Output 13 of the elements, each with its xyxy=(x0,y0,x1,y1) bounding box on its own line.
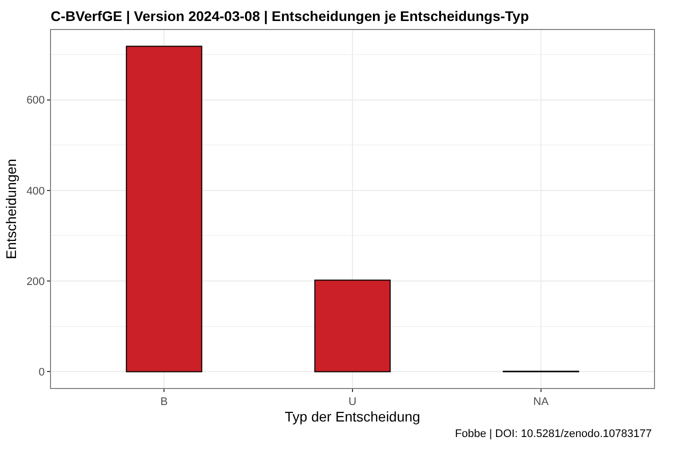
y-tick-label: 200 xyxy=(26,276,45,288)
chart-title: C-BVerfGE | Version 2024-03-08 | Entscheidungen je Entscheidungs-Typ xyxy=(50,8,529,26)
y-tick-label: 0 xyxy=(38,366,45,379)
x-tick-label: B xyxy=(160,396,168,408)
text: Fobbe | DOI: 10.5281/zenodo.10783177 xyxy=(455,428,652,440)
bar xyxy=(126,46,202,372)
x-axis-title: Typ der Entscheidung xyxy=(284,408,420,424)
bar xyxy=(314,280,391,372)
x-tick-label: NA xyxy=(533,396,550,408)
y-axis-title: Entscheidungen xyxy=(3,158,20,260)
y-tick-label: 400 xyxy=(26,185,45,198)
y-tick-label: 600 xyxy=(26,94,45,107)
x-tick-label: U xyxy=(348,396,357,408)
